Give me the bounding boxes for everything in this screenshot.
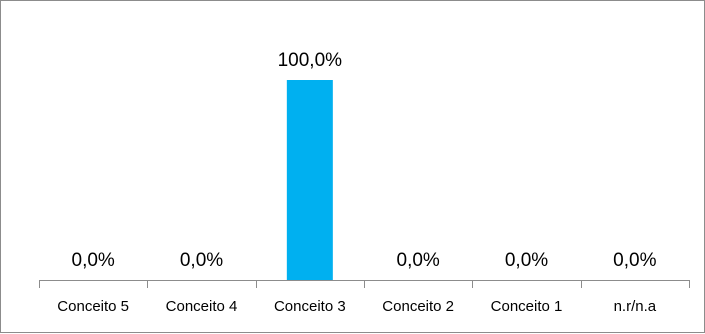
data-label: 0,0% [180,250,223,271]
category-labels-group: Conceito 5 Conceito 4 Conceito 3 Conceito 2… [57,298,656,315]
data-label: 100,0% [278,50,343,71]
category-label: Conceito 2 [382,298,454,315]
category-label: Conceito 5 [57,298,129,315]
data-labels-group: 0,0% 0,0% 100,0% 0,0% 0,0% 0,0% [72,50,657,271]
category-label: Conceito 3 [274,298,346,315]
bars-group [286,80,333,280]
data-label: 0,0% [397,250,440,271]
bar [286,80,333,280]
data-label: 0,0% [613,250,656,271]
category-label: Conceito 1 [491,298,563,315]
x-axis-ticks [39,280,690,288]
category-label: Conceito 4 [166,298,238,315]
category-label: n.r/n.a [614,298,657,315]
data-label: 0,0% [72,250,115,271]
data-label: 0,0% [505,250,548,271]
